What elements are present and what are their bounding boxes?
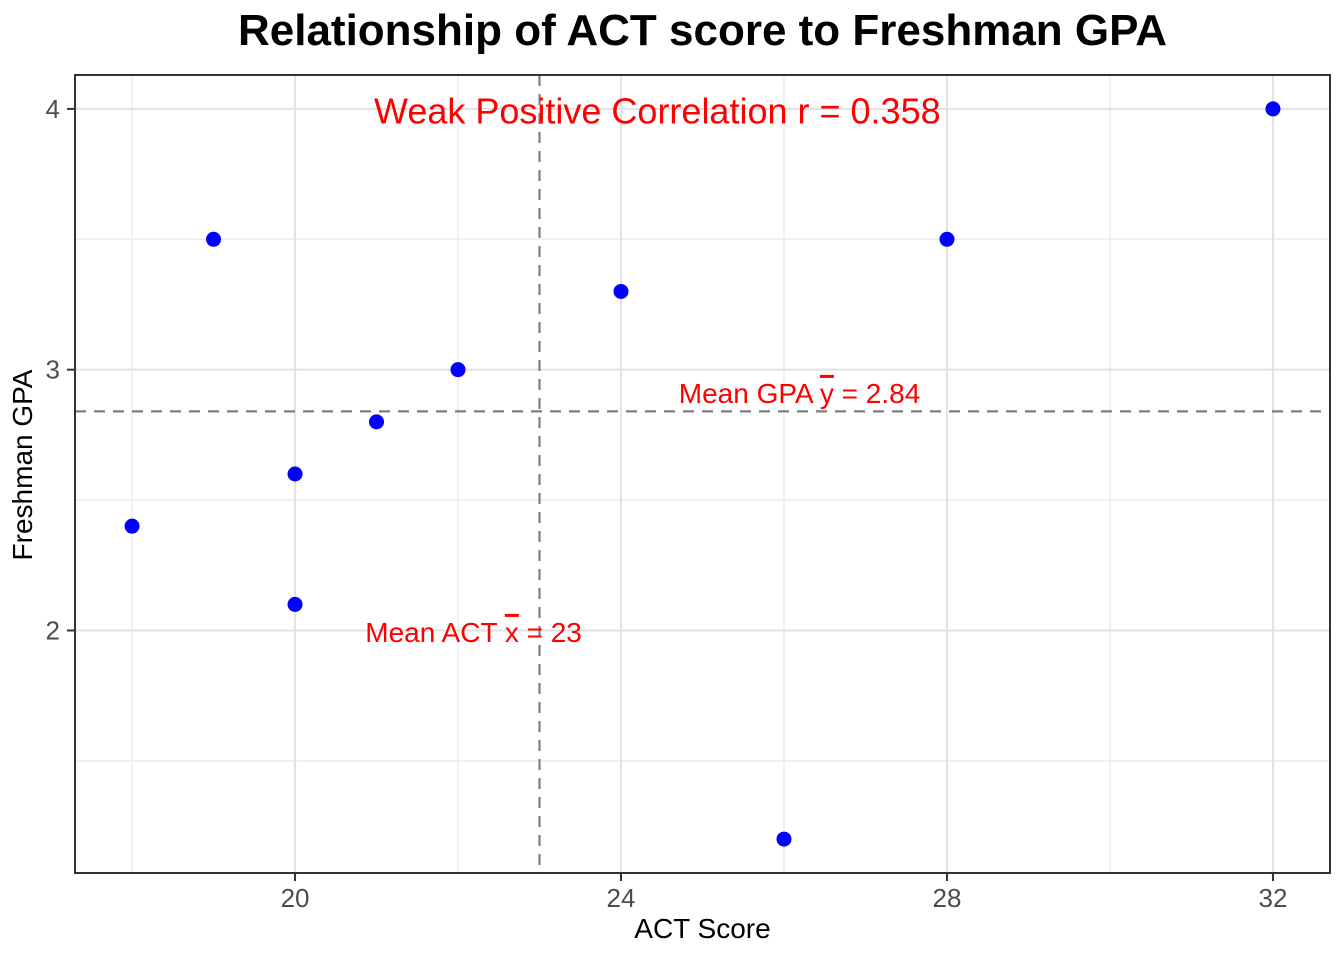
data-point <box>287 466 303 482</box>
x-tick-label: 32 <box>1258 883 1287 913</box>
x-axis-title: ACT Score <box>634 913 771 944</box>
correlation-annotation: Weak Positive Correlation r = 0.358 <box>334 55 941 168</box>
x-bar-symbol: x <box>504 617 519 649</box>
data-point <box>450 362 466 378</box>
panel-border <box>74 74 1331 874</box>
data-point <box>939 231 955 247</box>
y-tick-label: 4 <box>46 94 60 124</box>
annotation-text: Mean ACT <box>365 617 505 649</box>
y-axis-title: Freshman GPA <box>7 369 38 561</box>
data-point <box>206 231 222 247</box>
data-point <box>287 596 303 612</box>
x-tick-label: 20 <box>281 883 310 913</box>
data-point <box>776 831 792 847</box>
mean-gpa-annotation: Mean GPA y = 2.84 <box>648 349 921 437</box>
chart-title: Relationship of ACT score to Freshman GP… <box>237 6 1167 55</box>
data-point <box>124 518 140 534</box>
data-point <box>369 414 385 430</box>
data-point <box>1265 101 1281 117</box>
y-tick-label: 3 <box>46 355 60 385</box>
annotation-text: = 2.84 <box>833 377 921 409</box>
annotation-text: = 23 <box>518 617 582 649</box>
x-tick-label: 28 <box>933 883 962 913</box>
mean-act-annotation: Mean ACT x = 23 <box>334 589 582 677</box>
annotation-text: Mean GPA <box>678 377 820 409</box>
x-tick-label: 24 <box>607 883 636 913</box>
data-point <box>613 283 629 299</box>
y-tick-label: 2 <box>46 615 60 645</box>
y-bar-symbol: y <box>819 377 834 409</box>
annotation-text: Weak Positive Correlation r = 0.358 <box>373 90 941 132</box>
